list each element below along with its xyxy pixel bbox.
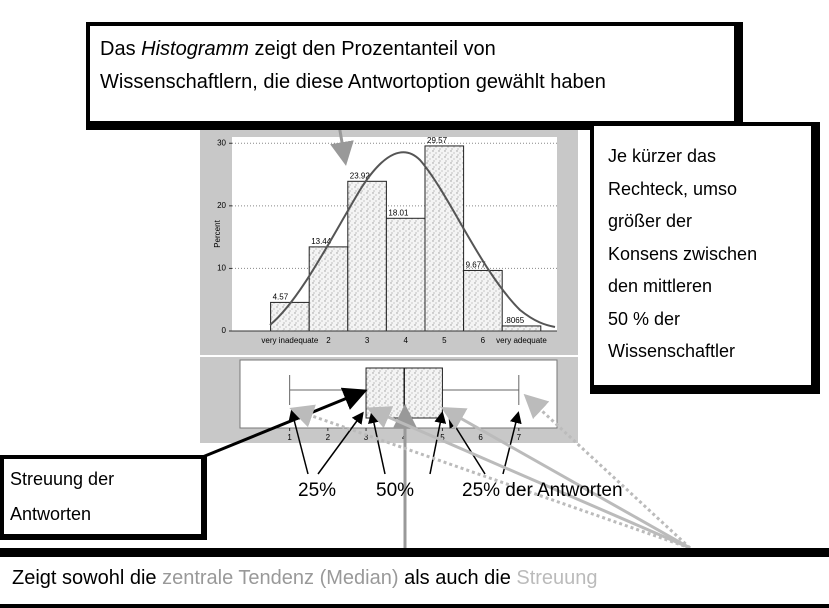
x-tick-label: 1: [287, 433, 292, 442]
note-line: Antworten: [10, 504, 92, 524]
value-label: .8065: [504, 316, 525, 325]
x-tick-label: 6: [478, 433, 483, 442]
x-tick-label: 6: [481, 336, 486, 345]
value-label: 9.677: [466, 261, 487, 270]
x-tick-label: very inadequate: [261, 336, 318, 345]
bar: [463, 269, 503, 332]
arrow: [289, 404, 691, 550]
arrow: [440, 407, 691, 550]
note-line: den mittleren: [608, 276, 713, 296]
arrow: [502, 411, 522, 475]
note-line: größer der: [608, 211, 693, 231]
text: als auch die: [398, 567, 517, 589]
value-label: 4.57: [273, 293, 289, 302]
normal-curve: [269, 151, 556, 328]
spread-note: Streuung der Antworten: [0, 455, 207, 540]
y-tick-label: 20: [217, 201, 226, 210]
note-line: Konsens zwischen: [608, 243, 758, 264]
consensus-note: Je kürzer das Rechteck, umso größer der Kon…: [590, 122, 820, 394]
quartile-label: 50%: [376, 480, 415, 501]
quartile-label: 25%: [298, 480, 337, 501]
bar: [308, 246, 349, 332]
note-line: Rechteck, umso: [608, 178, 738, 199]
x-tick-label: 5: [440, 433, 445, 442]
y-tick-label: 30: [217, 138, 226, 147]
note-line: Das Histogramm zeigt den Prozentanteil v…: [100, 38, 496, 61]
x-tick-label: very adequate: [496, 336, 547, 345]
histogram: 0 10 20 30 Percent 4.57 very inadequate 13.44 2 2…: [213, 136, 557, 345]
x-tick-label: 3: [365, 336, 370, 345]
x-tick-label: 5: [442, 336, 447, 345]
note-line: Streuung der: [10, 469, 115, 489]
text: zentrale Tendenz (Median): [162, 567, 399, 589]
x-tick-label: 2: [326, 336, 331, 345]
y-axis-label: Percent: [213, 219, 222, 247]
note-line: Wissenschaftler: [608, 341, 736, 361]
quartile-label: 25% der Antworten: [462, 480, 623, 501]
bar: [385, 217, 426, 332]
value-label: 23.92: [350, 171, 371, 180]
text: Zeigt sowohl die: [12, 567, 163, 589]
note-line: Wissenschaftlern, die diese Antwortoptio…: [100, 71, 606, 93]
value-label: 13.44: [311, 237, 332, 246]
x-tick-label: 7: [517, 433, 522, 442]
x-tick-label: 4: [403, 336, 408, 345]
arrow: [429, 411, 447, 475]
text: Das: [100, 38, 142, 60]
bar: [347, 180, 387, 332]
bar: [501, 325, 542, 332]
bar: [270, 301, 310, 332]
bottom-note: Zeigt sowohl die zentrale Tendenz (Media…: [0, 548, 829, 608]
histogram-note: Das Histogramm zeigt den Prozentanteil v…: [86, 22, 743, 130]
value-label: 29.57: [427, 136, 448, 145]
arrow: [523, 393, 692, 550]
arrow: [366, 406, 691, 550]
text: Streuung: [516, 567, 598, 589]
arrow: [317, 411, 364, 475]
note-line: Zeigt sowohl die zentrale Tendenz (Media…: [12, 567, 598, 590]
y-tick-label: 0: [222, 326, 227, 335]
text: zeigt den Prozentanteil von: [248, 38, 496, 60]
note-line: 50 % der: [608, 308, 681, 329]
note-line: Je kürzer das: [608, 146, 717, 166]
text: Histogramm: [141, 38, 249, 60]
y-tick-label: 10: [217, 264, 226, 273]
x-tick-label: 2: [326, 433, 331, 442]
arrow: [199, 387, 368, 460]
x-tick-label: 3: [364, 433, 369, 442]
value-label: 18.01: [388, 208, 409, 217]
